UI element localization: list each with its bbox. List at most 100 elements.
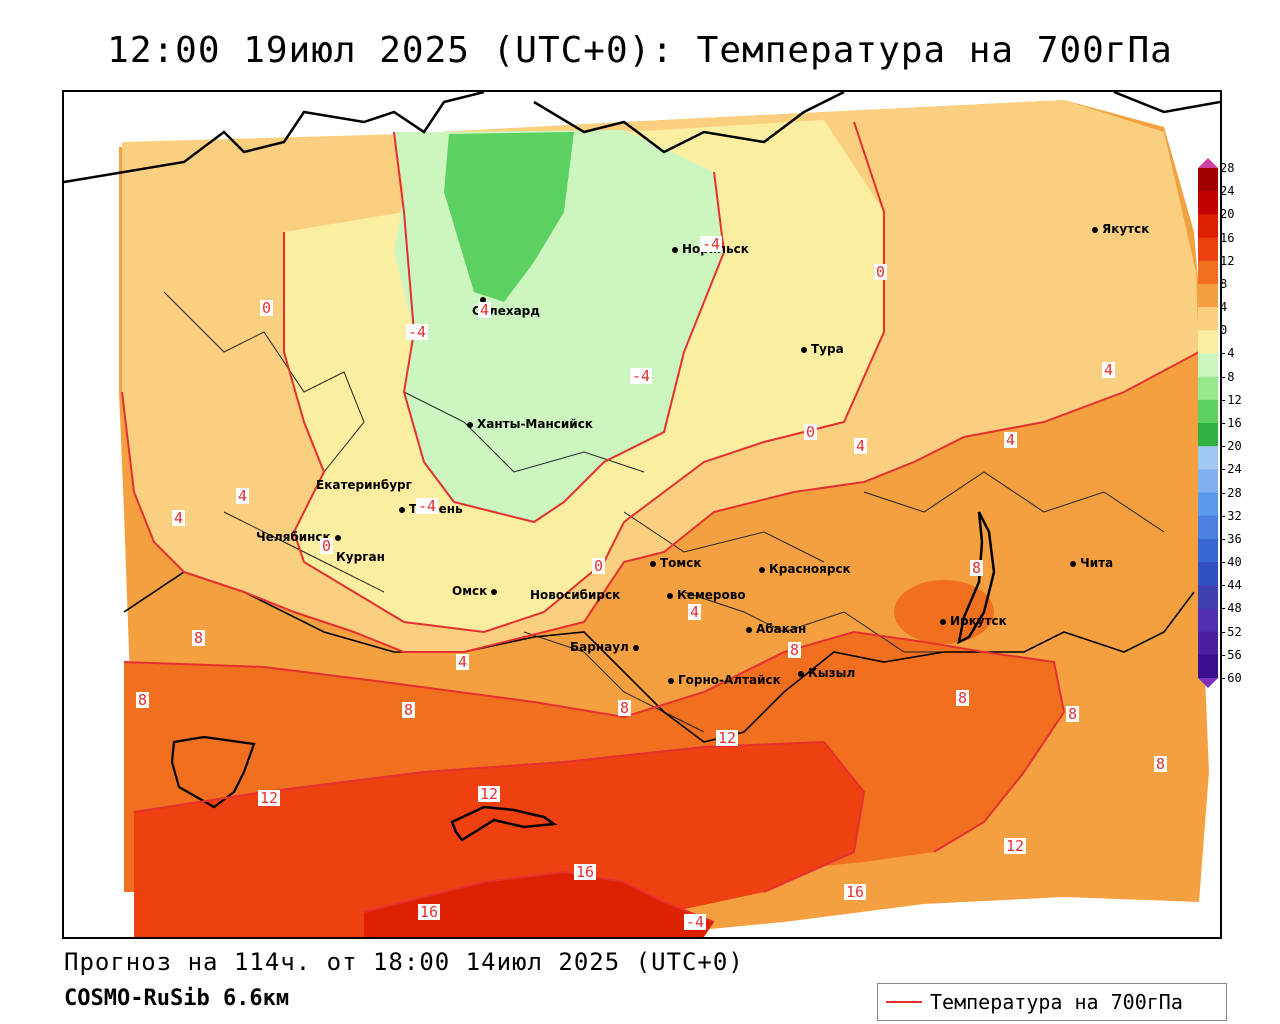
colorbar <box>1198 158 1218 688</box>
map-title: 12:00 19июл 2025 (UTC+0): Температура на… <box>107 30 1173 71</box>
contour-label: -4 <box>406 323 429 341</box>
colorbar-tick-label: -12 <box>1220 392 1242 407</box>
city-gorno-altaysk: Горно-Алтайск <box>668 673 781 687</box>
contour-label: 8 <box>956 689 970 707</box>
contour-label: 8 <box>970 559 984 577</box>
contour-label: 8 <box>192 629 206 647</box>
colorbar-tick-label: 0 <box>1220 323 1228 338</box>
colorbar-tick-label: -4 <box>1220 346 1235 361</box>
contour-label: 16 <box>574 863 597 881</box>
city-chita: Чита <box>1070 556 1113 570</box>
colorbar-top-arrow <box>1198 158 1218 168</box>
contour-label: 0 <box>260 299 274 317</box>
contour-label: 4 <box>854 437 868 455</box>
colorbar-swatch <box>1198 260 1218 285</box>
contour-label: 12 <box>716 729 739 747</box>
isotherm-8 <box>123 630 1066 853</box>
city-omsk: Омск <box>452 584 501 598</box>
colorbar-tick-label: -36 <box>1220 531 1242 546</box>
lake-balkhash <box>450 805 558 842</box>
contour-label: 4 <box>688 603 702 621</box>
contour-label: 0 <box>804 423 818 441</box>
colorbar-swatch <box>1198 469 1218 494</box>
colorbar-tick-label: -8 <box>1220 369 1235 384</box>
contour-label: 12 <box>1004 837 1027 855</box>
colorbar-swatch <box>1198 353 1218 378</box>
city-tura: Тура <box>801 342 844 356</box>
colorbar-tick-label: -60 <box>1220 671 1242 685</box>
contour-label: 4 <box>236 487 250 505</box>
contour-label: 4 <box>456 653 470 671</box>
colorbar-swatch <box>1198 423 1218 447</box>
contour-label: 4 <box>1004 431 1018 449</box>
isotherm-0 <box>283 121 885 634</box>
contour-label: 4 <box>172 509 186 527</box>
city-kemerovo: Кемерово <box>667 588 746 602</box>
colorbar-tick-label: 24 <box>1220 184 1235 199</box>
contour-label: 8 <box>1066 705 1080 723</box>
contour-label: 0 <box>592 557 606 575</box>
city-yekaterinburg: Екатеринбург <box>316 478 412 492</box>
contour-label: -4 <box>416 497 439 515</box>
model-info: COSMO-RuSib 6.6км <box>64 986 290 1011</box>
isotherm-4 <box>121 351 1200 653</box>
colorbar-swatch <box>1198 191 1218 215</box>
colorbar-swatch <box>1198 168 1218 192</box>
colorbar-swatch <box>1198 330 1218 354</box>
lake-west <box>170 735 256 809</box>
contour-label: -4 <box>630 367 653 385</box>
colorbar-tick-label: -56 <box>1220 647 1242 662</box>
city-chelyabinsk: Челябинск <box>256 530 345 544</box>
colorbar-swatch <box>1198 608 1218 633</box>
contour-label: 0 <box>320 537 334 555</box>
colorbar-swatch <box>1198 538 1218 563</box>
colorbar-tick-label: -28 <box>1220 485 1242 500</box>
colorbar-swatch <box>1198 283 1218 308</box>
contour-label: 4 <box>478 301 492 319</box>
field-minus12-minus8 <box>444 132 574 302</box>
colorbar-swatch <box>1198 585 1218 609</box>
colorbar-swatch <box>1198 214 1218 239</box>
temperature-map: Якутск Норильск Салехард Тура Ханты-Манс… <box>62 90 1222 939</box>
colorbar-tick-label: -32 <box>1220 508 1242 523</box>
city-barnaul: Барнаул <box>570 640 643 654</box>
contour-label: 16 <box>844 883 867 901</box>
colorbar-swatch <box>1198 515 1218 540</box>
city-tomsk: Томск <box>650 556 702 570</box>
city-yakutsk: Якутск <box>1092 222 1149 236</box>
colorbar-tick-label: 16 <box>1220 230 1235 245</box>
contour-label: 12 <box>258 789 281 807</box>
contour-label: 8 <box>788 641 802 659</box>
colorbar-tick-label: -52 <box>1220 624 1242 639</box>
city-krasnoyarsk: Красноярск <box>759 562 851 576</box>
colorbar-swatch <box>1198 492 1218 517</box>
contour-label: 12 <box>478 785 501 803</box>
city-novosibirsk: Новосибирск <box>530 588 621 602</box>
colorbar-tick-label: -20 <box>1220 439 1242 454</box>
contour-label: 16 <box>418 903 441 921</box>
colorbar-tick-label: -16 <box>1220 416 1242 430</box>
colorbar-swatch <box>1198 307 1218 331</box>
city-salekhard <box>480 292 490 306</box>
colorbar-bottom-arrow <box>1198 678 1218 688</box>
map-canvas <box>64 92 1220 937</box>
colorbar-tick-label: -48 <box>1220 601 1242 616</box>
isotherm-12 <box>133 740 866 893</box>
field-12-16 <box>134 742 864 937</box>
colorbar-tick-label: 4 <box>1220 300 1228 315</box>
isotherm-minus4 <box>393 131 726 524</box>
colorbar-swatch <box>1198 446 1218 470</box>
city-kyzyl: Кызыл <box>798 666 855 680</box>
colorbar-swatch <box>1198 376 1218 401</box>
colorbar-swatch <box>1198 399 1218 424</box>
contour-label: -4 <box>684 913 707 931</box>
colorbar-tick-label: 8 <box>1220 276 1228 291</box>
city-kurgan: Курган <box>336 550 385 564</box>
colorbar-labels: 28 24 20 16 12 8 4 0 -4 -8 -12 -16 -20 -24 -28 -32 -36 -4… <box>1220 161 1268 685</box>
contour-label: 8 <box>618 699 632 717</box>
colorbar-swatch <box>1198 562 1218 586</box>
colorbar-swatch <box>1198 237 1218 262</box>
colorbar-tick-label: -40 <box>1220 555 1242 570</box>
city-abakan: Абакан <box>746 622 806 636</box>
contour-label: 4 <box>1102 361 1116 379</box>
